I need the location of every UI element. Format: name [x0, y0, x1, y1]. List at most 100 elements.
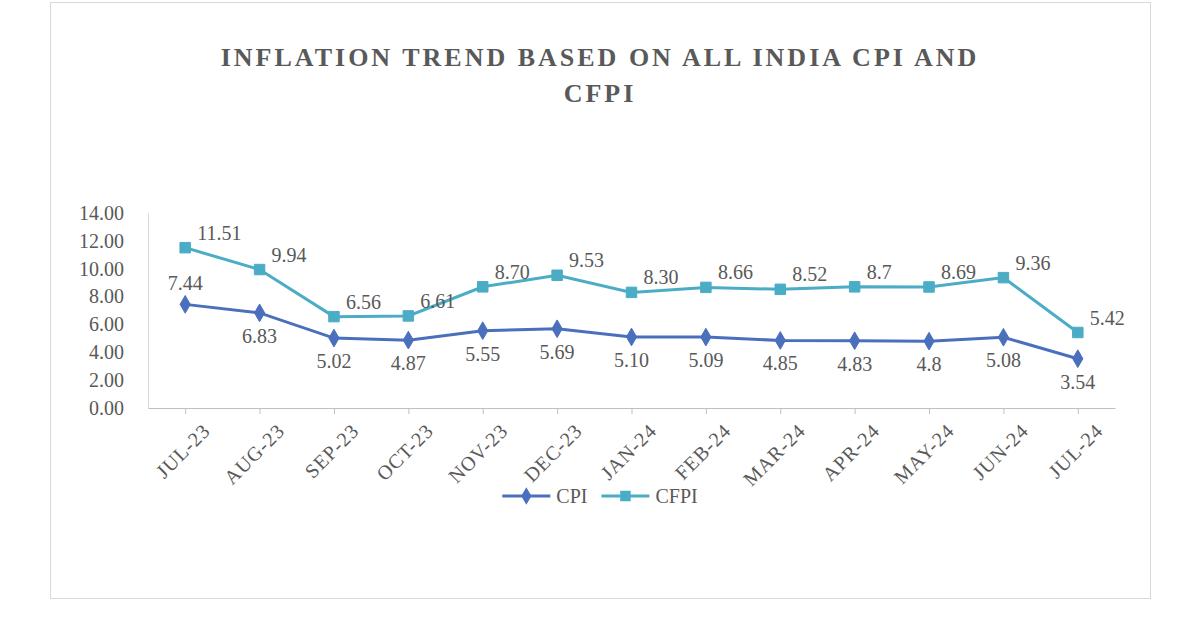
- data-label: 6.56: [346, 291, 381, 313]
- data-label: 5.42: [1090, 307, 1125, 329]
- x-tick: OCT-23: [372, 408, 438, 485]
- x-tick-label: APR-24: [818, 419, 884, 485]
- x-tick: SEP-23: [300, 408, 363, 482]
- data-label: 5.55: [465, 343, 500, 365]
- x-tick: FEB-24: [671, 408, 736, 484]
- x-tick-mark: [557, 408, 558, 414]
- x-tick-label: MAR-24: [739, 419, 810, 490]
- y-tick: 12.00: [79, 230, 148, 252]
- x-tick-mark: [632, 408, 633, 414]
- y-tick-label: 2.00: [89, 369, 124, 391]
- x-axis: JUL-23AUG-23SEP-23OCT-23NOV-23DEC-23JAN-…: [149, 408, 1116, 490]
- series-marker: [552, 270, 562, 280]
- data-label: 5.08: [986, 349, 1021, 371]
- data-label: 8.70: [495, 261, 530, 283]
- data-label: 8.52: [792, 263, 827, 285]
- series-marker: [850, 332, 860, 350]
- series-marker: [329, 329, 339, 347]
- y-tick: 6.00: [89, 313, 148, 335]
- series-marker: [1073, 327, 1083, 337]
- data-label: 8.69: [941, 261, 976, 283]
- x-tick-label: AUG-23: [220, 419, 289, 488]
- series-marker: [180, 242, 190, 252]
- x-tick-label: JAN-24: [596, 419, 661, 484]
- x-tick-mark: [334, 408, 335, 414]
- series-marker: [775, 284, 785, 294]
- x-tick-label: SEP-23: [300, 419, 363, 482]
- x-tick-mark: [408, 408, 409, 414]
- y-tick-label: 6.00: [89, 313, 124, 335]
- y-tick: 0.00: [89, 397, 148, 419]
- x-tick-mark: [185, 408, 186, 414]
- x-tick: JAN-24: [596, 408, 661, 484]
- series-marker: [329, 311, 339, 321]
- y-tick-label: 12.00: [79, 230, 124, 252]
- x-tick-label: DEC-23: [519, 419, 586, 486]
- x-tick: JUL-23: [151, 408, 214, 482]
- x-tick: MAY-24: [890, 408, 959, 488]
- legend-marker: [620, 491, 630, 501]
- y-tick: 4.00: [89, 341, 148, 363]
- x-tick-label: NOV-23: [444, 419, 512, 487]
- x-tick-label: JUL-23: [151, 419, 214, 482]
- x-tick-mark: [260, 408, 261, 414]
- x-tick: APR-24: [818, 408, 884, 485]
- series-marker: [477, 282, 487, 292]
- data-label: 4.85: [763, 352, 798, 374]
- x-tick-mark: [855, 408, 856, 414]
- data-label: 9.36: [1015, 252, 1050, 274]
- series-marker: [998, 272, 1008, 282]
- x-tick-mark: [1003, 408, 1004, 414]
- y-tick-label: 0.00: [89, 397, 124, 419]
- data-label: 5.10: [614, 349, 649, 371]
- data-label: 7.44: [168, 272, 203, 294]
- x-tick-mark: [706, 408, 707, 414]
- x-tick-label: JUL-24: [1044, 419, 1107, 482]
- x-tick: NOV-23: [444, 408, 512, 487]
- legend-item: CFPI: [601, 485, 697, 507]
- series-marker: [254, 304, 264, 322]
- x-tick-mark: [1078, 408, 1079, 414]
- data-label: 8.7: [867, 261, 892, 283]
- chart-svg: INFLATION TREND BASED ON ALL INDIA CPI A…: [0, 0, 1204, 628]
- series-marker: [254, 264, 264, 274]
- data-label: 5.69: [540, 341, 575, 363]
- x-tick: JUN-24: [968, 408, 1033, 484]
- x-tick-label: JUN-24: [968, 419, 1033, 484]
- x-tick: DEC-23: [519, 408, 586, 486]
- x-tick-label: FEB-24: [671, 419, 736, 484]
- series-marker: [775, 332, 785, 350]
- data-label: 9.94: [272, 244, 307, 266]
- legend-item: CPI: [502, 485, 587, 507]
- data-label: 4.8: [917, 353, 942, 375]
- series-marker: [626, 328, 636, 346]
- series-marker: [924, 282, 934, 292]
- x-tick-mark: [780, 408, 781, 414]
- y-tick: 2.00: [89, 369, 148, 391]
- series-marker: [403, 311, 413, 321]
- legend-label: CFPI: [655, 485, 697, 507]
- series-marker: [552, 320, 562, 338]
- data-label: 5.09: [688, 349, 723, 371]
- y-axis-line: [148, 214, 149, 409]
- series-marker: [180, 296, 190, 314]
- y-tick-label: 4.00: [89, 341, 124, 363]
- series-marker: [626, 287, 636, 297]
- series-marker: [478, 322, 488, 340]
- data-label: 8.66: [718, 261, 753, 283]
- y-tick-label: 8.00: [89, 285, 124, 307]
- x-tick: JUL-24: [1044, 408, 1107, 482]
- y-tick: 14.00: [79, 202, 148, 224]
- x-tick-mark: [483, 408, 484, 414]
- data-label: 9.53: [569, 249, 604, 271]
- chart-title: INFLATION TREND BASED ON ALL INDIA CPI A…: [221, 43, 980, 108]
- series-marker: [849, 282, 859, 292]
- x-tick-label: MAY-24: [890, 419, 959, 488]
- x-tick: MAR-24: [739, 408, 810, 490]
- y-tick-label: 14.00: [79, 202, 124, 224]
- y-tick-label: 10.00: [79, 258, 124, 280]
- data-label: 4.83: [837, 353, 872, 375]
- y-tick: 10.00: [79, 258, 148, 280]
- x-tick-mark: [929, 408, 930, 414]
- legend-marker: [521, 487, 531, 505]
